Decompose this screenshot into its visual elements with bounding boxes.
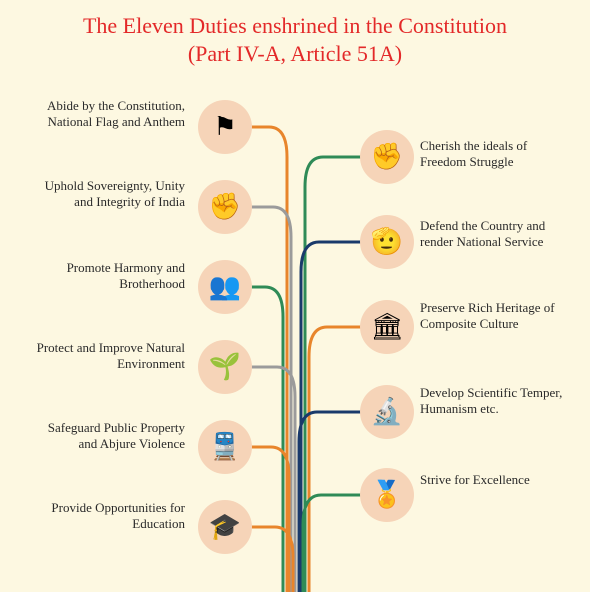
duty-label-scientific: Develop Scientific Temper, Humanism etc.	[420, 385, 570, 418]
duty-node-safeguard: 🚆	[198, 420, 252, 474]
connector-harmony	[252, 287, 283, 592]
duty-node-environment: 🌱	[198, 340, 252, 394]
duty-label-harmony: Promote Harmony and Brotherhood	[35, 260, 185, 293]
duty-label-freedom: Cherish the ideals of Freedom Struggle	[420, 138, 570, 171]
title-line-2: (Part IV-A, Article 51A)	[10, 40, 580, 68]
education-icon: 🎓	[209, 512, 241, 542]
title-line-1: The Eleven Duties enshrined in the Const…	[10, 12, 580, 40]
duty-node-constitution: ⚑	[198, 100, 252, 154]
excellence-icon: 🏅	[371, 480, 403, 510]
sovereignty-icon: ✊	[209, 192, 241, 222]
duty-node-scientific: 🔬	[360, 385, 414, 439]
connector-heritage	[309, 327, 360, 592]
duty-label-education: Provide Opportunities for Education	[35, 500, 185, 533]
duty-node-sovereignty: ✊	[198, 180, 252, 234]
duty-node-freedom: ✊	[360, 130, 414, 184]
harmony-icon: 👥	[209, 272, 241, 302]
duty-node-defend: 🫡	[360, 215, 414, 269]
duty-label-constitution: Abide by the Constitution, National Flag…	[35, 98, 185, 131]
heritage-icon: 🏛	[370, 312, 403, 342]
connector-defend	[301, 242, 360, 592]
duty-label-defend: Defend the Country and render National S…	[420, 218, 570, 251]
duty-label-heritage: Preserve Rich Heritage of Composite Cult…	[420, 300, 570, 333]
duty-node-excellence: 🏅	[360, 468, 414, 522]
title-block: The Eleven Duties enshrined in the Const…	[0, 0, 590, 73]
duty-label-excellence: Strive for Excellence	[420, 472, 570, 488]
connector-safeguard	[252, 447, 289, 592]
duty-node-heritage: 🏛	[360, 300, 414, 354]
connector-environment	[252, 367, 295, 592]
connector-constitution	[252, 127, 287, 592]
defend-icon: 🫡	[371, 227, 403, 257]
duty-label-safeguard: Safeguard Public Property and Abjure Vio…	[35, 420, 185, 453]
safeguard-icon: 🚆	[209, 432, 241, 462]
duty-node-education: 🎓	[198, 500, 252, 554]
connector-excellence	[303, 495, 360, 592]
connector-sovereignty	[252, 207, 291, 592]
environment-icon: 🌱	[209, 352, 241, 382]
duty-label-sovereignty: Uphold Sovereignty, Unity and Integrity …	[35, 178, 185, 211]
connector-scientific	[299, 412, 360, 592]
duty-label-environment: Protect and Improve Natural Environment	[35, 340, 185, 373]
constitution-icon: ⚑	[213, 112, 236, 142]
connector-freedom	[305, 157, 360, 592]
scientific-icon: 🔬	[371, 397, 403, 427]
connector-education	[252, 527, 293, 592]
duty-node-harmony: 👥	[198, 260, 252, 314]
freedom-icon: ✊	[371, 142, 403, 172]
